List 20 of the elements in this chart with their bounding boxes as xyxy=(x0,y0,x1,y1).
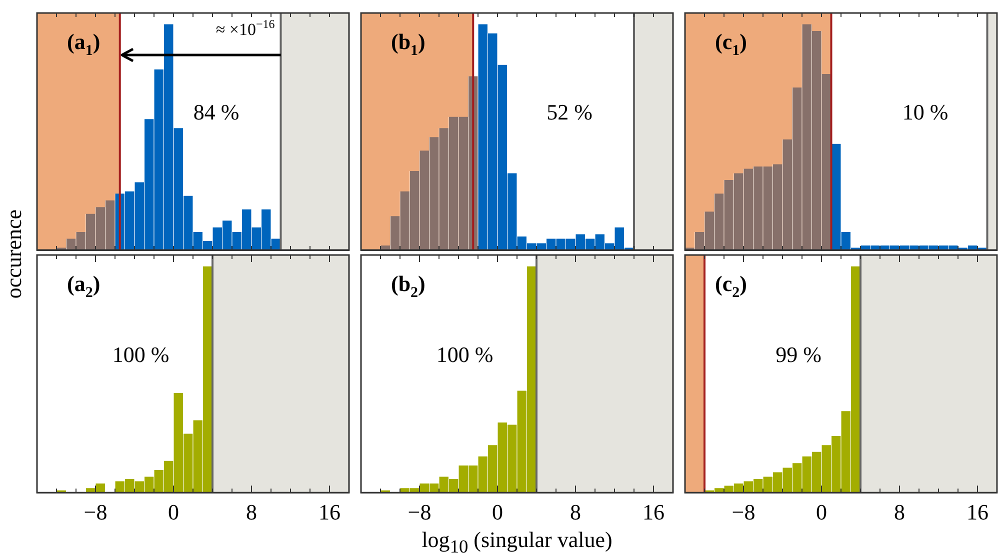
x-tick-label: −8 xyxy=(408,500,432,525)
y-axis-title: occurence xyxy=(1,209,27,299)
x-tick-label: 8 xyxy=(570,500,581,525)
annotation: 84 % xyxy=(193,100,240,125)
x-tick-label: −8 xyxy=(732,500,756,525)
x-tick-label: 8 xyxy=(894,500,905,525)
x-tick-label: 0 xyxy=(816,500,827,525)
x-tick-label: 8 xyxy=(246,500,257,525)
x-tick-label: 16 xyxy=(318,500,340,525)
x-tick-label: 0 xyxy=(168,500,179,525)
annotation: 99 % xyxy=(776,342,822,367)
annotation: 100 % xyxy=(112,342,170,367)
x-axis-title: log$_{10}$ (singular value) xyxy=(420,527,614,558)
x-tick-label: 0 xyxy=(492,500,503,525)
x-tick-label: 16 xyxy=(966,500,988,525)
x-tick-label: 16 xyxy=(642,500,664,525)
annotation: 100 % xyxy=(436,342,494,367)
annotation: 52 % xyxy=(546,100,592,125)
annotation: 10 % xyxy=(902,100,948,125)
x-tick-label: −8 xyxy=(84,500,108,525)
